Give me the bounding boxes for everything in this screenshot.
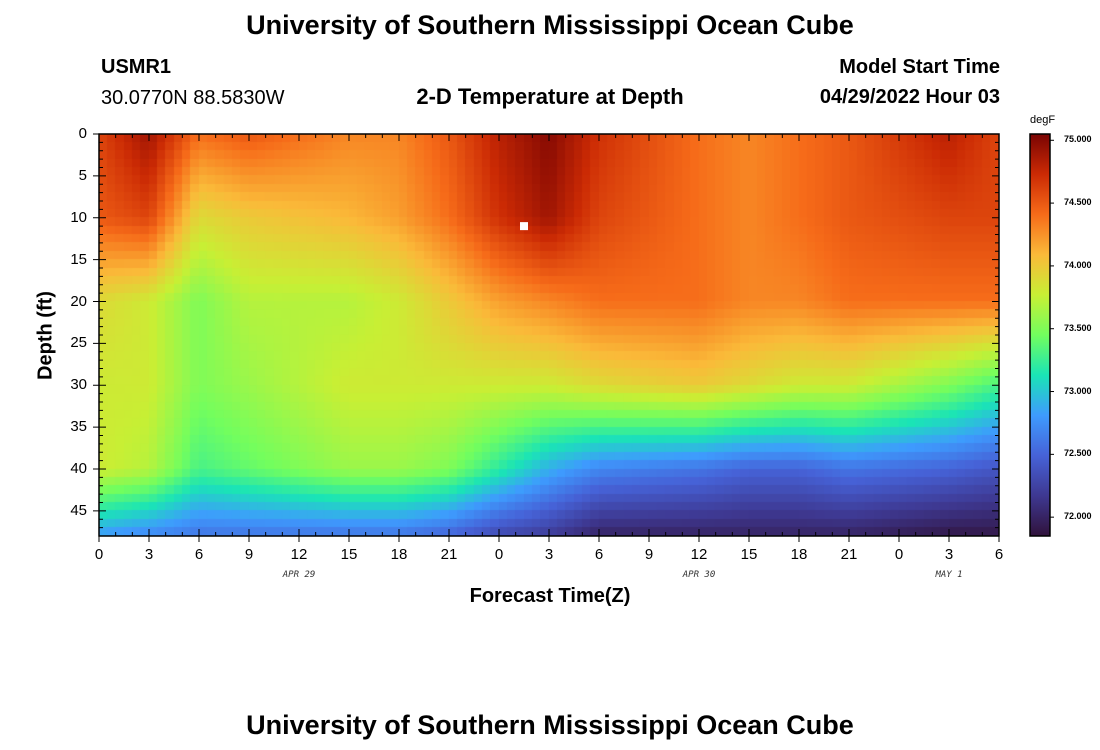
x-tick-label: 3	[144, 546, 154, 563]
x-tick-label: 12	[690, 546, 708, 563]
y-tick-label: 0	[78, 125, 87, 142]
y-axis-title: Depth (ft)	[34, 291, 57, 380]
station-coordinates: 30.0770N 88.5830W	[101, 87, 285, 109]
colorbar	[1029, 133, 1054, 537]
plot-border	[98, 133, 1000, 537]
y-tick-label: 15	[70, 250, 87, 268]
colorbar-tick-label: 74.000	[1064, 259, 1092, 270]
x-tick-label: 3	[944, 546, 954, 563]
date-label: APR 30	[682, 570, 716, 580]
model-start-label: Model Start Time	[839, 56, 1000, 78]
y-tick-label: 45	[70, 501, 87, 519]
y-tick-label: 30	[70, 376, 87, 394]
x-tick-label: 18	[790, 546, 808, 563]
y-tick-label: 40	[70, 460, 87, 477]
plot-frame	[93, 133, 1000, 542]
colorbar-tick-label: 73.500	[1064, 322, 1092, 333]
x-tick-label: 12	[290, 546, 308, 563]
x-tick-label: 9	[644, 546, 654, 563]
date-label: MAY 1	[935, 570, 963, 580]
x-tick-label: 6	[994, 546, 1004, 563]
y-tick-label: 10	[70, 208, 87, 226]
x-axis-title: Forecast Time(Z)	[469, 585, 631, 607]
x-tick-label: 3	[544, 546, 554, 563]
colorbar-tick-label: 75.000	[1064, 134, 1092, 145]
x-tick-label: 15	[740, 546, 758, 563]
x-tick-label: 21	[840, 546, 858, 563]
page-title: University of Southern Mississippi Ocean…	[246, 10, 854, 40]
position-marker	[520, 222, 528, 231]
heatmap-plot-area	[93, 133, 1000, 542]
colorbar-tick-label: 74.500	[1064, 197, 1092, 208]
chart-subtitle: 2-D Temperature at Depth	[416, 84, 684, 109]
y-tick-label: 5	[78, 166, 87, 184]
x-tick-label: 21	[440, 546, 458, 563]
colorbar-tick-label: 72.500	[1064, 448, 1092, 459]
station-id: USMR1	[101, 56, 172, 78]
y-tick-label: 35	[70, 418, 87, 436]
colorbar-gradient	[1029, 133, 1054, 537]
x-tick-label: 15	[340, 546, 358, 563]
x-tick-label: 0	[94, 546, 104, 563]
colorbar-tick-label: 73.000	[1064, 385, 1092, 396]
temperature-heatmap	[99, 134, 999, 536]
x-tick-label: 9	[244, 546, 254, 563]
x-tick-label: 18	[390, 546, 408, 563]
colorbar-tick-label: 72.000	[1064, 511, 1092, 522]
colorbar-fill	[1029, 133, 1051, 537]
y-tick-label: 20	[70, 292, 87, 310]
colorbar-unit: degF	[1030, 114, 1056, 126]
y-tick-label: 25	[70, 334, 87, 352]
x-tick-label: 6	[594, 546, 604, 563]
model-start-value: 04/29/2022 Hour 03	[819, 86, 1000, 108]
date-label: APR 29	[282, 570, 316, 580]
footer-title: University of Southern Mississippi Ocean…	[246, 710, 854, 740]
x-tick-label: 0	[894, 546, 904, 563]
x-tick-label: 6	[194, 546, 204, 563]
x-tick-label: 0	[494, 546, 504, 563]
